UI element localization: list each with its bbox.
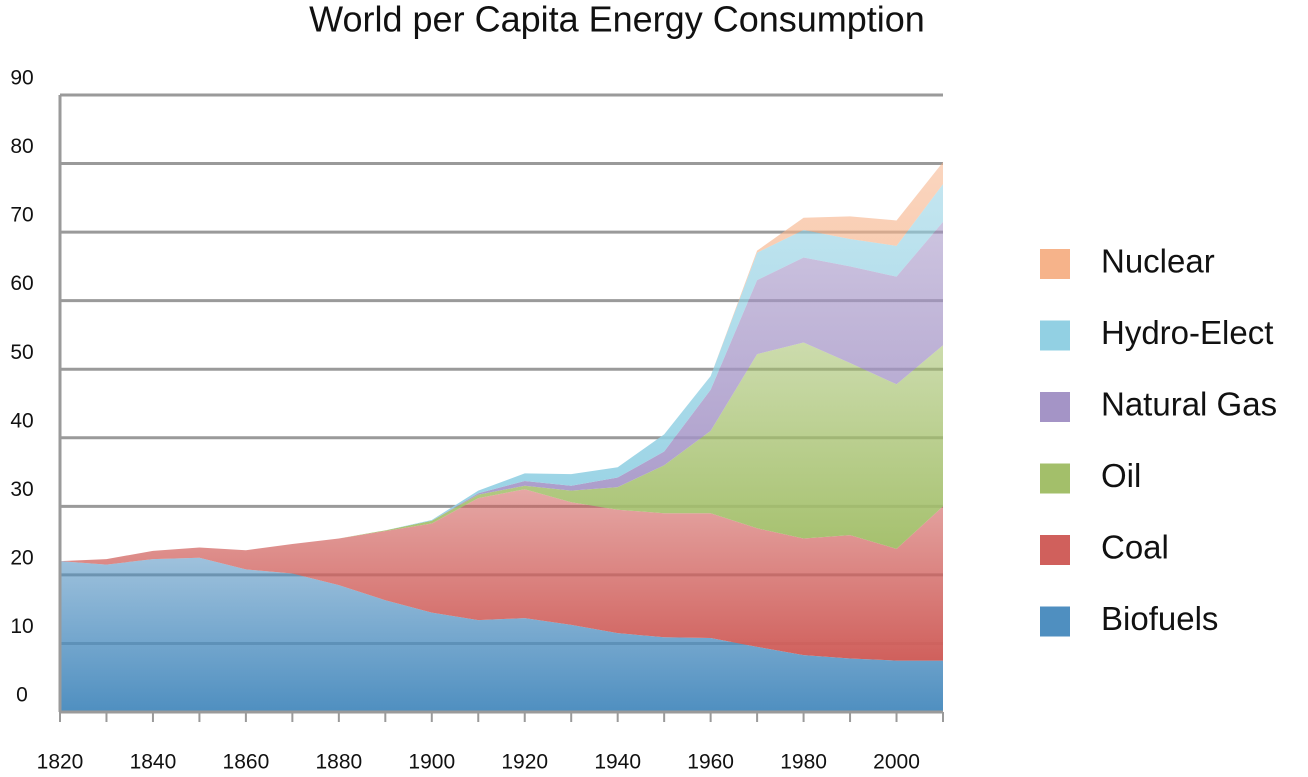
x-tick-label: 2000 bbox=[873, 751, 920, 774]
y-tick-label: 90 bbox=[10, 67, 33, 90]
legend-label: Natural Gas bbox=[1101, 386, 1277, 423]
legend-label: Biofuels bbox=[1101, 600, 1218, 637]
y-tick-label: 40 bbox=[10, 409, 33, 432]
y-tick-label: 30 bbox=[10, 478, 33, 501]
area bbox=[60, 342, 943, 562]
y-tick-label: 0 bbox=[16, 684, 28, 707]
x-tick-label: 1880 bbox=[315, 751, 362, 774]
area bbox=[60, 557, 943, 712]
x-tick-label: 1960 bbox=[687, 751, 734, 774]
legend-swatch bbox=[1040, 463, 1070, 494]
y-tick-label: 60 bbox=[10, 272, 33, 295]
legend-label: Coal bbox=[1101, 529, 1169, 566]
y-tick-label: 80 bbox=[10, 135, 33, 158]
y-tick-label: 20 bbox=[10, 546, 33, 569]
y-tick-label: 50 bbox=[10, 341, 33, 364]
chart-title: World per Capita Energy Consumption bbox=[309, 0, 925, 40]
y-tick-label: 70 bbox=[10, 204, 33, 227]
area bbox=[60, 184, 943, 562]
x-tick-label: 1900 bbox=[408, 751, 455, 774]
x-tick-label: 1820 bbox=[37, 751, 84, 774]
legend-swatch bbox=[1040, 249, 1070, 279]
legend-swatch bbox=[1040, 606, 1070, 637]
legend-swatch bbox=[1040, 535, 1070, 565]
y-tick-label: 10 bbox=[10, 615, 33, 638]
area bbox=[60, 489, 943, 661]
x-tick-label: 1860 bbox=[223, 751, 270, 774]
legend-swatch bbox=[1040, 320, 1070, 351]
legend-label: Hydro-Elect bbox=[1101, 314, 1273, 351]
x-tick-label: 1940 bbox=[594, 751, 641, 774]
legend-swatch bbox=[1040, 392, 1070, 422]
legend-label: Oil bbox=[1101, 457, 1141, 494]
x-tick-label: 1980 bbox=[780, 751, 827, 774]
legend-label: Nuclear bbox=[1101, 243, 1215, 280]
x-tick-label: 1840 bbox=[130, 751, 177, 774]
x-tick-label: 1920 bbox=[501, 751, 548, 774]
